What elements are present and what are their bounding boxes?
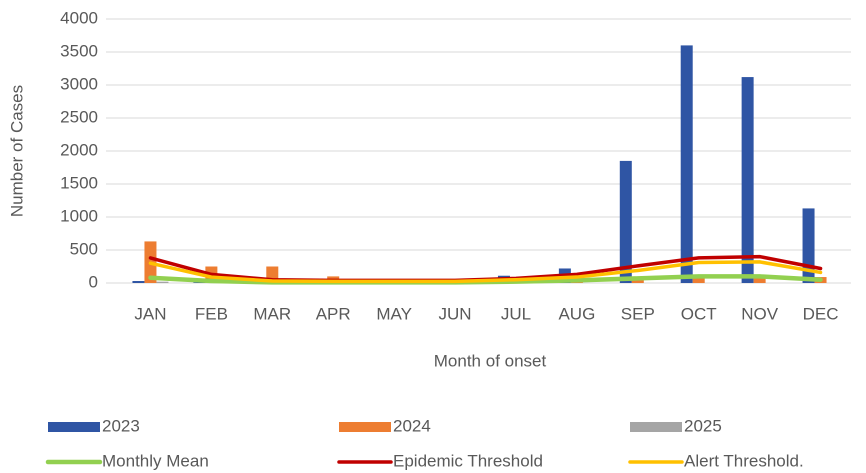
line-series	[148, 260, 823, 284]
bar	[741, 77, 754, 283]
legend-label: 2024	[393, 416, 431, 435]
legend-label: Alert Threshold.	[684, 451, 804, 470]
bar	[692, 277, 705, 283]
bar	[132, 281, 145, 283]
y-tick-label: 3500	[60, 41, 98, 60]
x-axis-title: Month of onset	[434, 351, 547, 370]
legend-swatch	[339, 422, 391, 432]
y-tick-label: 3000	[60, 74, 98, 93]
x-tick-label: MAY	[376, 304, 412, 323]
bar	[619, 160, 632, 283]
x-tick-label: SEP	[621, 304, 655, 323]
legend-label: Monthly Mean	[102, 451, 209, 470]
y-axis-title: Number of Cases	[7, 85, 26, 217]
x-tick-label: DEC	[803, 304, 839, 323]
x-tick-label: MAR	[253, 304, 291, 323]
x-tick-label: JUL	[501, 304, 531, 323]
x-tick-label: NOV	[741, 304, 779, 323]
y-tick-label: 1000	[60, 206, 98, 225]
y-tick-label: 2000	[60, 140, 98, 159]
x-tick-label: AUG	[558, 304, 595, 323]
legend-label: 2025	[684, 416, 722, 435]
legend-label: 2023	[102, 416, 140, 435]
legend-label: Epidemic Threshold	[393, 451, 543, 470]
y-tick-label: 1500	[60, 173, 98, 192]
legend-swatch	[48, 422, 100, 432]
bar	[156, 281, 169, 283]
y-tick-label: 0	[89, 272, 98, 291]
bar	[193, 282, 206, 283]
x-tick-label: JAN	[134, 304, 166, 323]
y-tick-label: 4000	[60, 8, 98, 27]
x-tick-label: OCT	[681, 304, 717, 323]
bar	[631, 279, 644, 283]
y-tick-label: 500	[70, 239, 98, 258]
x-tick-label: FEB	[195, 304, 228, 323]
y-tick-label: 2500	[60, 107, 98, 126]
legend-swatch	[630, 422, 682, 432]
bar	[680, 45, 693, 284]
x-tick-label: APR	[316, 304, 351, 323]
bar	[753, 276, 766, 283]
x-tick-label: JUN	[439, 304, 472, 323]
